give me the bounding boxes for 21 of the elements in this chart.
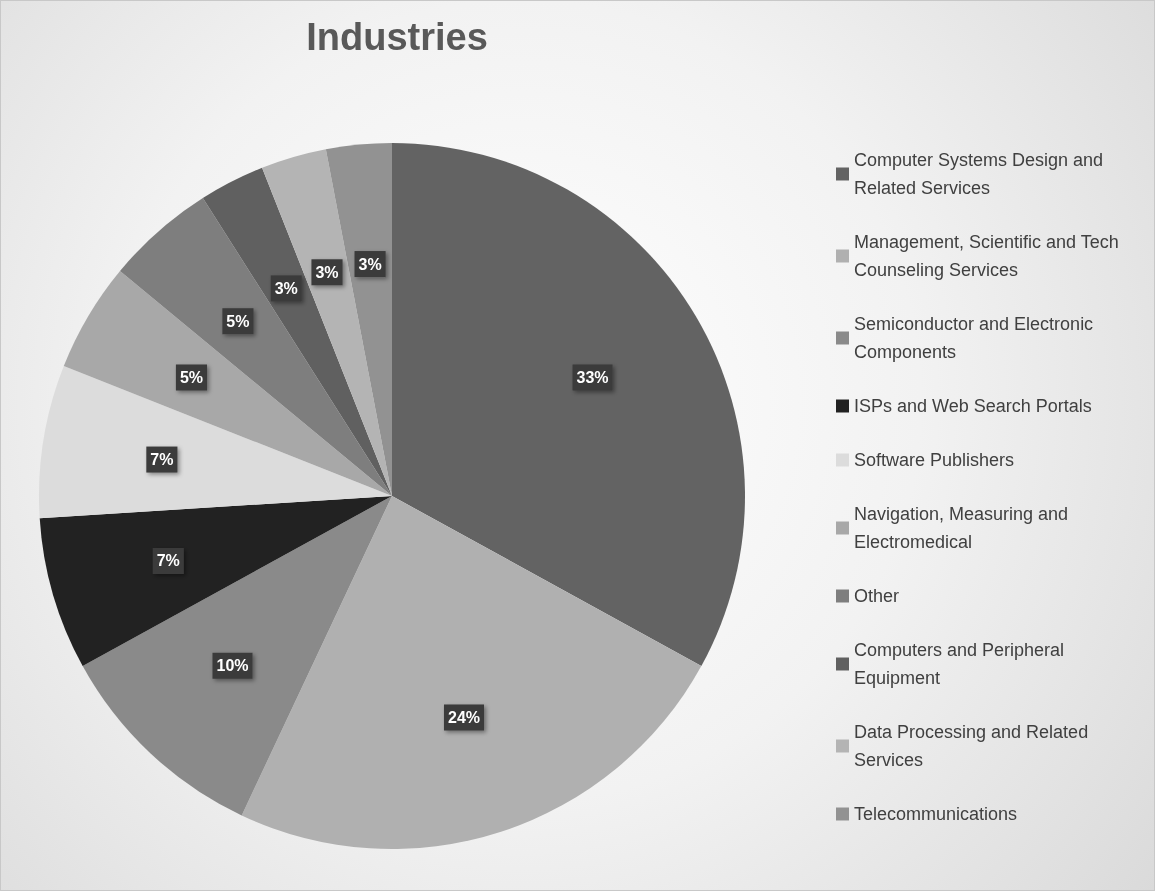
legend-label: ISPs and Web Search Portals xyxy=(854,396,1092,416)
data-label: 24% xyxy=(447,709,481,727)
legend-label: Telecommunications xyxy=(854,804,1018,824)
data-label: 33% xyxy=(576,368,609,386)
legend-label: Software Publishers xyxy=(854,450,1015,470)
legend-label: Computers and Peripheral Equipment xyxy=(854,640,1070,688)
legend-label: Navigation, Measuring and Electromedical xyxy=(854,504,1074,552)
legend-label: Data Processing and Related Services xyxy=(854,722,1094,770)
chart-title: Industries xyxy=(306,16,488,58)
data-label: 7% xyxy=(150,451,174,469)
legend-label: Other xyxy=(854,586,900,606)
data-label: 5% xyxy=(179,368,204,386)
data-label: 3% xyxy=(315,263,339,281)
legend-label: Management, Scientific and Tech Counseling Services xyxy=(854,232,1124,280)
legend-label: Semiconductor and Electronic Components xyxy=(854,314,1099,362)
data-label: 5% xyxy=(226,312,250,330)
data-label: 10% xyxy=(216,657,249,675)
data-label: 7% xyxy=(156,552,180,570)
data-label: 3% xyxy=(274,279,298,297)
legend-label: Computer Systems Design and Related Services xyxy=(854,150,1109,198)
data-label: 3% xyxy=(358,255,382,273)
